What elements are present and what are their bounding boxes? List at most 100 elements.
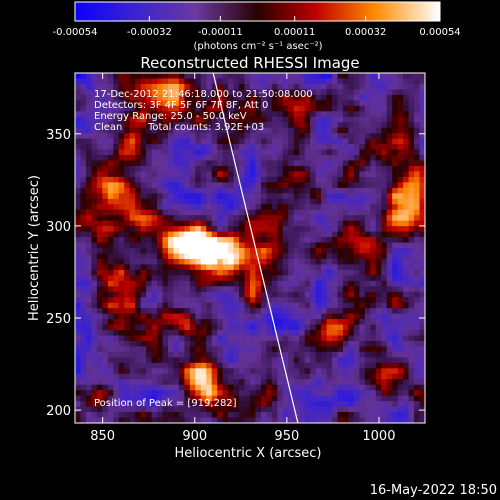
heatmap-cell bbox=[408, 302, 415, 309]
heatmap-cell bbox=[392, 198, 399, 205]
heatmap-cell bbox=[96, 105, 103, 112]
heatmap-cell bbox=[75, 362, 81, 369]
heatmap-cell bbox=[288, 155, 295, 161]
heatmap-cell bbox=[359, 220, 366, 227]
heatmap-cell bbox=[370, 401, 377, 407]
heatmap-cell bbox=[277, 144, 284, 150]
heatmap-cell bbox=[299, 220, 306, 227]
heatmap-cell bbox=[321, 253, 327, 260]
heatmap-cell bbox=[414, 182, 420, 189]
heatmap-cell bbox=[299, 412, 306, 418]
heatmap-cell bbox=[321, 264, 327, 271]
heatmap-cell bbox=[260, 165, 267, 172]
heatmap-cell bbox=[178, 395, 185, 402]
heatmap-cell bbox=[200, 144, 207, 150]
heatmap-cell bbox=[124, 73, 131, 79]
heatmap-cell bbox=[118, 248, 125, 254]
heatmap-cell bbox=[332, 264, 338, 271]
heatmap-cell bbox=[321, 193, 327, 200]
heatmap-cell bbox=[146, 340, 152, 347]
heatmap-cell bbox=[326, 171, 333, 178]
heatmap-cell bbox=[266, 401, 273, 407]
heatmap-cell bbox=[332, 242, 338, 249]
heatmap-cell bbox=[91, 149, 98, 156]
heatmap-cell bbox=[332, 280, 338, 287]
heatmap-cell bbox=[332, 204, 338, 211]
heatmap-cell bbox=[157, 204, 163, 211]
heatmap-cell bbox=[299, 395, 306, 402]
heatmap-cell bbox=[337, 226, 344, 232]
heatmap-cell bbox=[370, 264, 377, 271]
heatmap-cell bbox=[414, 395, 420, 402]
heatmap-cell bbox=[375, 198, 382, 205]
heatmap-cell bbox=[408, 176, 415, 183]
heatmap-cell bbox=[260, 94, 267, 101]
heatmap-cell bbox=[250, 73, 256, 79]
heatmap-cell bbox=[233, 335, 240, 342]
heatmap-cell bbox=[271, 319, 278, 325]
heatmap-cell bbox=[206, 209, 213, 216]
heatmap-cell bbox=[414, 379, 420, 386]
heatmap-cell bbox=[80, 384, 87, 391]
heatmap-cell bbox=[255, 182, 262, 189]
heatmap-cell bbox=[118, 133, 125, 140]
heatmap-cell bbox=[178, 198, 185, 205]
heatmap-cell bbox=[403, 155, 409, 161]
heatmap-cell bbox=[75, 94, 81, 101]
heatmap-cell bbox=[135, 220, 142, 227]
heatmap-cell bbox=[353, 346, 360, 353]
heatmap-cell bbox=[129, 308, 136, 315]
heatmap-cell bbox=[80, 351, 87, 358]
heatmap-cell bbox=[386, 165, 393, 172]
heatmap-cell bbox=[178, 204, 185, 211]
heatmap-cell bbox=[348, 165, 355, 172]
heatmap-cell bbox=[299, 384, 306, 391]
heatmap-cell bbox=[228, 319, 234, 325]
heatmap-cell bbox=[124, 379, 131, 386]
heatmap-cell bbox=[91, 335, 98, 342]
heatmap-cell bbox=[140, 193, 147, 200]
heatmap-cell bbox=[419, 116, 426, 123]
heatmap-cell bbox=[271, 237, 278, 243]
heatmap-cell bbox=[293, 215, 300, 222]
heatmap-cell bbox=[381, 231, 388, 238]
heatmap-cell bbox=[315, 319, 322, 325]
heatmap-cell bbox=[140, 406, 147, 413]
heatmap-cell bbox=[381, 406, 388, 413]
heatmap-cell bbox=[260, 127, 267, 134]
heatmap-cell bbox=[239, 209, 245, 216]
heatmap-cell bbox=[118, 417, 125, 424]
heatmap-cell bbox=[189, 155, 196, 161]
heatmap-cell bbox=[102, 78, 109, 85]
heatmap-cell bbox=[299, 89, 306, 96]
heatmap-cell bbox=[206, 100, 213, 107]
annotation-algorithm: Clean bbox=[94, 122, 122, 133]
heatmap-cell bbox=[129, 220, 136, 227]
heatmap-cell bbox=[118, 291, 125, 298]
heatmap-cell bbox=[277, 204, 284, 211]
heatmap-cell bbox=[386, 73, 393, 79]
heatmap-cell bbox=[85, 165, 92, 172]
heatmap-cell bbox=[135, 209, 142, 216]
heatmap-cell bbox=[184, 122, 191, 129]
heatmap-cell bbox=[288, 160, 295, 167]
heatmap-cell bbox=[250, 89, 256, 96]
heatmap-cell bbox=[381, 264, 388, 271]
heatmap-cell bbox=[217, 226, 224, 232]
heatmap-cell bbox=[332, 302, 338, 309]
heatmap-cell bbox=[282, 204, 289, 211]
heatmap-cell bbox=[332, 176, 338, 183]
heatmap-cell bbox=[250, 368, 256, 375]
heatmap-cell bbox=[167, 417, 174, 424]
heatmap-cell bbox=[271, 160, 278, 167]
heatmap-cell bbox=[392, 83, 399, 90]
heatmap-cell bbox=[118, 379, 125, 386]
heatmap-cell bbox=[157, 105, 163, 112]
heatmap-cell bbox=[321, 94, 327, 101]
heatmap-cell bbox=[304, 313, 311, 320]
heatmap-cell bbox=[239, 111, 245, 118]
heatmap-cell bbox=[414, 83, 420, 90]
heatmap-cell bbox=[91, 330, 98, 336]
heatmap-cell bbox=[146, 390, 152, 397]
